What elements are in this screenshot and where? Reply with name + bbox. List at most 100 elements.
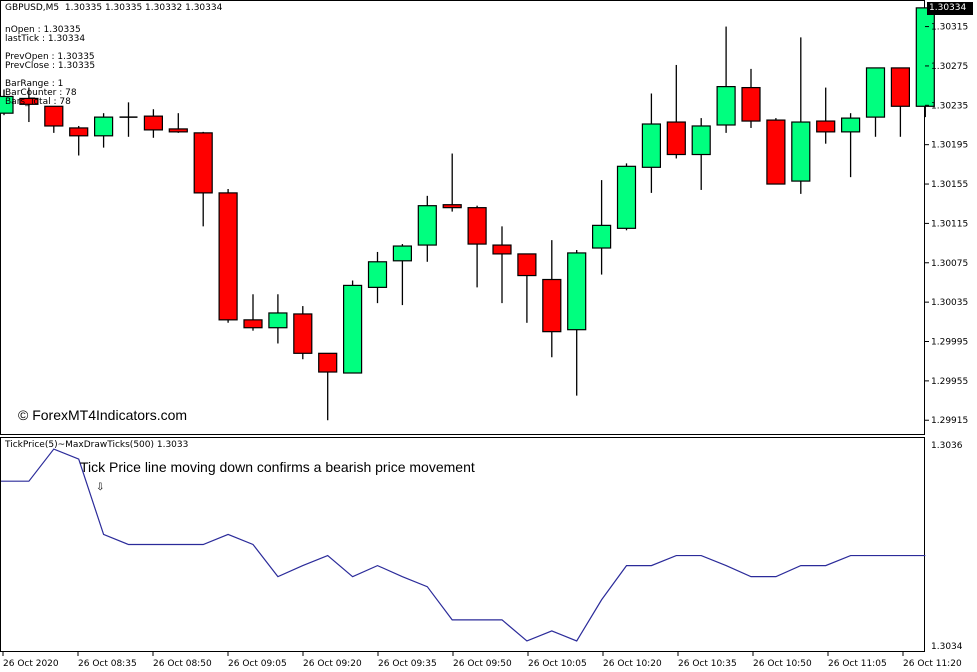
info-line: BarRange : 1 bbox=[5, 79, 64, 89]
candle bbox=[168, 113, 188, 133]
time-tick-label: 26 Oct 10:05 bbox=[528, 659, 587, 669]
indicator-panel: 1.3036 1.3034 bbox=[1, 441, 963, 652]
price-tick-label: 1.30075 bbox=[931, 259, 968, 269]
candle bbox=[343, 280, 363, 374]
price-tick-label: 1.30235 bbox=[931, 101, 968, 111]
candle bbox=[666, 64, 686, 159]
main-chart-border bbox=[0, 0, 925, 435]
candle-body-bear bbox=[741, 86, 761, 122]
candle bbox=[467, 205, 487, 288]
candle bbox=[417, 195, 437, 262]
info-panel: nOpen : 1.30335 lastTick : 1.30334 PrevOpe… bbox=[5, 26, 95, 107]
annotation-text: Tick Price line moving down confirms a b… bbox=[80, 459, 475, 475]
tick-price-line bbox=[1, 448, 926, 642]
candle bbox=[69, 125, 89, 156]
time-tick-label: 26 Oct 10:35 bbox=[678, 659, 737, 669]
candle bbox=[143, 109, 163, 138]
candle-body-bull bbox=[268, 312, 288, 329]
candle bbox=[716, 26, 736, 133]
candle-body-bull bbox=[791, 121, 811, 182]
price-tick-label: 1.30275 bbox=[931, 62, 968, 72]
price-tick-label: 1.29915 bbox=[931, 416, 968, 426]
time-tick-label: 26 Oct 09:35 bbox=[378, 659, 437, 669]
candle-body-bear bbox=[168, 128, 188, 133]
candle bbox=[791, 37, 811, 194]
time-tick-label: 26 Oct 09:50 bbox=[453, 659, 512, 669]
candle-body-bull bbox=[417, 205, 437, 246]
candle-body-bull bbox=[716, 86, 736, 126]
candle-body-bull bbox=[691, 125, 711, 156]
candle-body-bear bbox=[143, 115, 163, 131]
candle bbox=[741, 68, 761, 128]
candle bbox=[318, 352, 338, 421]
candle-body-bear bbox=[193, 132, 213, 194]
candle-body-bull bbox=[641, 123, 662, 168]
indicator-panel-border bbox=[0, 437, 925, 652]
candle bbox=[517, 253, 537, 323]
chart-frame bbox=[0, 0, 925, 652]
candle bbox=[0, 89, 14, 116]
candle bbox=[243, 294, 263, 331]
candle-body-bull bbox=[567, 252, 587, 331]
candle bbox=[915, 7, 935, 118]
candle-body-bear bbox=[666, 121, 686, 156]
info-line: lastTick : 1.30334 bbox=[5, 34, 86, 44]
symbol-ohlc-line: GBPUSD,M5 1.30335 1.30335 1.30332 1.3033… bbox=[5, 3, 223, 13]
time-tick-label: 26 Oct 10:20 bbox=[603, 659, 662, 669]
candle-body-bear bbox=[318, 352, 338, 373]
candle bbox=[367, 251, 388, 304]
candle bbox=[567, 249, 587, 396]
candle-body-bull bbox=[915, 7, 935, 107]
candle bbox=[616, 163, 637, 231]
candle-body-bull bbox=[840, 117, 861, 133]
time-tick-label: 26 Oct 11:05 bbox=[828, 659, 887, 669]
candle-body-bear bbox=[69, 127, 89, 137]
candle bbox=[293, 306, 313, 360]
candle-body-bull bbox=[616, 165, 637, 229]
time-tick-label: 26 Oct 10:50 bbox=[753, 659, 812, 669]
candle bbox=[865, 67, 886, 137]
candle bbox=[641, 93, 662, 193]
candle bbox=[44, 105, 64, 133]
candle bbox=[218, 188, 238, 323]
candle-body-bear bbox=[19, 97, 39, 105]
candle-body-bull bbox=[392, 245, 412, 262]
time-axis[interactable]: 26 Oct 2020 26 Oct 08:35 26 Oct 08:50 26 Oc… bbox=[2, 652, 962, 669]
candle bbox=[591, 180, 612, 275]
candle-body-bull bbox=[591, 224, 612, 249]
indicator-tick-label: 1.3036 bbox=[931, 441, 963, 451]
candle-body-bear bbox=[766, 119, 786, 185]
price-axis[interactable]: 1.30315 1.30275 1.30235 1.30195 1.30155 1.301… bbox=[925, 23, 968, 427]
candle-body-bear bbox=[492, 244, 512, 255]
candle bbox=[193, 131, 213, 227]
candle bbox=[766, 118, 786, 185]
candle bbox=[816, 87, 836, 144]
candle bbox=[392, 244, 412, 306]
candle-body-bear bbox=[890, 67, 911, 107]
current-price-label: 1.30334 bbox=[927, 2, 973, 15]
down-arrow-icon: ⇩ bbox=[96, 482, 105, 493]
candle bbox=[442, 153, 462, 212]
candle bbox=[19, 87, 39, 123]
indicator-tick-label: 1.3034 bbox=[931, 642, 963, 652]
price-tick-label: 1.30195 bbox=[931, 141, 968, 151]
candle-body-bear bbox=[243, 319, 263, 329]
price-tick-label: 1.30155 bbox=[931, 180, 968, 190]
candle-body-bull bbox=[343, 284, 363, 374]
candle-body-bull bbox=[93, 116, 114, 137]
candles bbox=[0, 7, 935, 421]
price-tick-label: 1.30035 bbox=[931, 298, 968, 308]
price-tick-label: 1.29955 bbox=[931, 377, 968, 387]
info-line: nOpen : 1.30335 bbox=[5, 25, 81, 35]
candle-body-bull bbox=[865, 67, 886, 118]
candle-body-bear bbox=[44, 105, 64, 127]
time-tick-label: 26 Oct 2020 bbox=[3, 659, 59, 669]
candle-body-bear bbox=[816, 120, 836, 133]
price-tick-label: 1.30115 bbox=[931, 219, 968, 229]
candle-body-bear bbox=[293, 313, 313, 354]
candle-body-bear bbox=[218, 192, 238, 321]
time-tick-label: 26 Oct 08:35 bbox=[78, 659, 137, 669]
candle bbox=[691, 118, 711, 190]
candle-body-bull bbox=[367, 261, 388, 288]
